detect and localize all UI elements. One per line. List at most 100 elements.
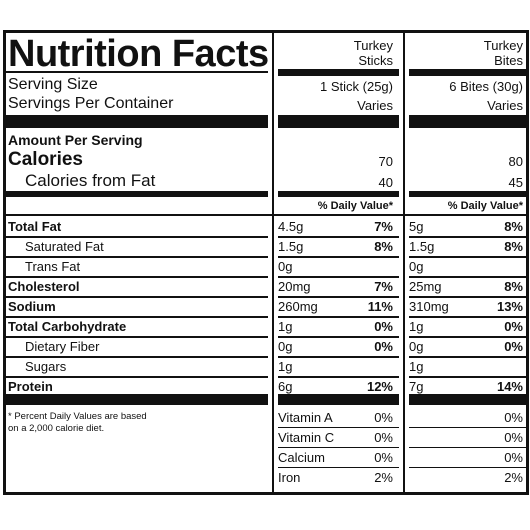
product-a-name-line1: Turkey: [353, 38, 393, 53]
calories-label: Calories: [8, 149, 83, 170]
row-rule: [409, 316, 526, 318]
nutrient-label: Cholesterol: [8, 279, 80, 294]
column-divider-1: [272, 33, 274, 492]
row-rule: [409, 296, 526, 298]
vitamin-rule: [278, 467, 399, 468]
row-rule: [6, 236, 268, 238]
product-b-dv: 8%: [504, 279, 523, 294]
thick-bar-1b: [278, 115, 399, 128]
product-a-amount: 1g: [278, 359, 293, 374]
product-b-name-line2: Bites: [494, 53, 523, 68]
product-a-name-line2: Sticks: [358, 53, 393, 68]
product-b-amount: 0g: [409, 259, 424, 274]
vitamin-rule: [409, 467, 526, 468]
product-a-dv: 0%: [374, 319, 393, 334]
product-b-calories-fat: 45: [508, 175, 523, 190]
product-b-dv-header: % Daily Value*: [447, 200, 523, 212]
product-b-amount: 1.5g: [409, 239, 435, 254]
amount-per-serving-label: Amount Per Serving: [8, 132, 143, 148]
product-b-dv: 0%: [504, 339, 523, 354]
vitamin-label: Vitamin C: [278, 430, 335, 445]
row-rule: [409, 256, 526, 258]
product-a-amount: 0g: [278, 339, 293, 354]
product-a-dv: 0%: [374, 339, 393, 354]
product-b-serving-size: 6 Bites (30g): [449, 79, 523, 94]
product-a-servings: Varies: [357, 98, 393, 113]
serving-size-label: Serving Size: [8, 76, 98, 93]
row-rule: [278, 376, 399, 378]
medium-bar-b: [278, 191, 399, 197]
nutrient-label: Total Carbohydrate: [8, 319, 127, 334]
product-b-amount: 310mg: [409, 299, 449, 314]
row-rule: [409, 236, 526, 238]
product-a-amount: 1.5g: [278, 239, 304, 254]
thick-bar-2c: [409, 394, 526, 405]
calories-from-fat-label: Calories from Fat: [25, 171, 156, 190]
product-b-head-bar: [409, 69, 526, 76]
product-a-calories-fat: 40: [378, 175, 393, 190]
vitamin-rule: [278, 427, 399, 428]
row-rule: [278, 256, 399, 258]
servings-per-container-label: Servings Per Container: [8, 95, 174, 112]
column-divider-2: [403, 33, 405, 492]
row-rule: [6, 296, 268, 298]
product-a-amount: 20mg: [278, 279, 311, 294]
nutrient-label: Sodium: [8, 299, 56, 314]
product-a-amount: 0g: [278, 259, 293, 274]
product-b-amount: 25mg: [409, 279, 442, 294]
product-b-dv: 8%: [504, 219, 523, 234]
product-a-amount: 6g: [278, 379, 293, 394]
row-rule: [278, 276, 399, 278]
product-a-vitamin-dv: 0%: [374, 410, 393, 425]
nutrient-label: Total Fat: [8, 219, 62, 234]
product-a-dv-header: % Daily Value*: [317, 200, 393, 212]
row-rule: [278, 356, 399, 358]
product-a-vitamin-dv: 0%: [374, 450, 393, 465]
product-b-vitamin-dv: 0%: [504, 450, 523, 465]
product-b-servings: Varies: [487, 98, 523, 113]
row-rule: [6, 336, 268, 338]
thick-bar-2b: [278, 394, 399, 405]
product-b-amount: 1g: [409, 319, 424, 334]
product-a-dv: 11%: [367, 299, 393, 314]
vitamin-rule: [409, 427, 526, 428]
row-rule: [278, 316, 399, 318]
product-a-dv: 8%: [374, 239, 393, 254]
footnote-line1: * Percent Daily Values are based: [8, 411, 147, 422]
vitamin-rule: [409, 447, 526, 448]
row-rule: [409, 356, 526, 358]
row-rule: [409, 376, 526, 378]
footnote-line2: on a 2,000 calorie diet.: [8, 423, 105, 434]
row-rule: [278, 336, 399, 338]
product-a-head-bar: [278, 69, 399, 76]
vitamin-rule: [278, 447, 399, 448]
row-rule: [6, 316, 268, 318]
nutrient-label: Saturated Fat: [25, 239, 104, 254]
product-a-vitamin-dv: 2%: [374, 470, 393, 485]
row-rule: [6, 376, 268, 378]
label-title: Nutrition Facts: [8, 33, 269, 75]
nutrient-label: Protein: [8, 379, 53, 394]
product-b-calories: 80: [508, 154, 523, 169]
nutrient-label: Sugars: [25, 359, 67, 374]
vitamin-label: Calcium: [278, 450, 325, 465]
row-rule: [409, 276, 526, 278]
product-b-dv: 8%: [504, 239, 523, 254]
thick-bar-1a: [6, 115, 268, 128]
product-a-serving-size: 1 Stick (25g): [320, 79, 393, 94]
product-b-amount: 1g: [409, 359, 424, 374]
product-b-amount: 7g: [409, 379, 424, 394]
thick-bar-1c: [409, 115, 526, 128]
nutrition-label: Nutrition Facts Turkey Sticks Turkey Bit…: [3, 30, 529, 495]
row-rule: [6, 256, 268, 258]
product-b-dv: 13%: [496, 299, 523, 314]
row-rule: [6, 356, 268, 358]
product-b-vitamin-dv: 0%: [504, 410, 523, 425]
row-rule: [278, 296, 399, 298]
title-rule: [6, 71, 268, 73]
product-a-dv: 7%: [374, 219, 393, 234]
product-a-amount: 4.5g: [278, 219, 304, 234]
nutrient-label: Dietary Fiber: [25, 339, 100, 354]
product-b-dv: 0%: [504, 319, 523, 334]
product-a-dv: 7%: [374, 279, 393, 294]
